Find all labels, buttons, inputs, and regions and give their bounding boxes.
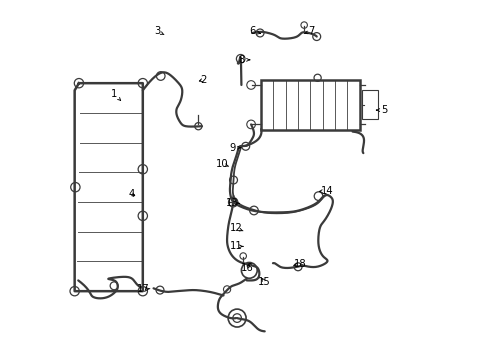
Text: 16: 16: [241, 263, 253, 273]
Bar: [362, 90, 378, 119]
Text: 11: 11: [230, 241, 243, 251]
Text: 1: 1: [111, 89, 117, 99]
Text: 5: 5: [382, 105, 388, 115]
Text: 12: 12: [230, 224, 243, 233]
Text: 4: 4: [129, 189, 135, 199]
Text: 17: 17: [136, 284, 149, 294]
Text: 7: 7: [308, 26, 315, 36]
Bar: [261, 80, 360, 130]
Text: 10: 10: [216, 159, 228, 169]
Text: 2: 2: [200, 75, 207, 85]
Text: 18: 18: [294, 259, 307, 269]
Text: 9: 9: [229, 143, 236, 153]
Text: 13: 13: [226, 198, 239, 208]
Text: 8: 8: [238, 55, 245, 65]
Text: 6: 6: [249, 26, 255, 36]
Text: 14: 14: [321, 186, 334, 196]
Text: 15: 15: [258, 277, 271, 287]
Text: 3: 3: [154, 26, 160, 36]
